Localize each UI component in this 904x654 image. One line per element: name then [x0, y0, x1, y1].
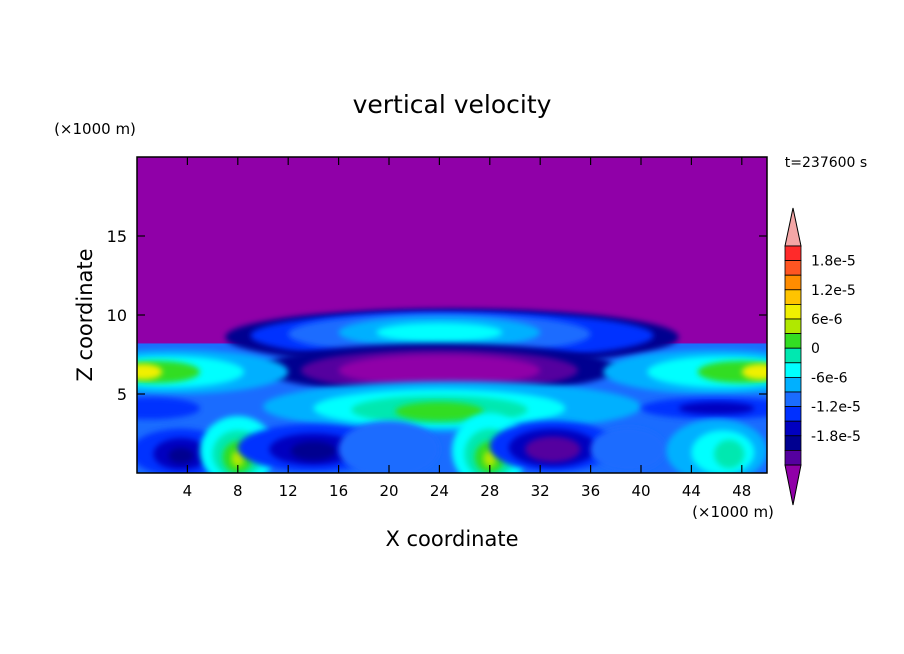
contour-region	[376, 322, 503, 342]
x-tick-label: 12	[279, 482, 298, 500]
colorbar-swatch	[784, 435, 802, 451]
colorbar-swatch	[784, 449, 802, 466]
colorbar-swatch	[784, 289, 802, 305]
x-tick-label: 40	[631, 482, 650, 500]
x-tick-label: 24	[430, 482, 449, 500]
contour-field	[137, 157, 767, 473]
contour-region	[137, 363, 163, 380]
x-tick-label: 20	[379, 482, 398, 500]
x-unit-label: (×1000 m)	[692, 503, 774, 521]
colorbar-label: -1.8e-5	[811, 429, 861, 445]
colorbar-max-triangle	[784, 207, 802, 247]
x-tick-label: 8	[233, 482, 243, 500]
x-tick-label: 4	[183, 482, 193, 500]
colorbar-swatch	[784, 406, 802, 422]
y-unit-label: (×1000 m)	[54, 120, 136, 138]
colorbar-swatch	[784, 391, 802, 408]
time-label: t=237600 s	[785, 155, 867, 171]
colorbar: 1.8e-5 1.2e-5 6e-6 0 -6e-6 -1.2e-5 -1.8e-5	[784, 207, 861, 506]
y-tick-label: 10	[107, 306, 127, 325]
y-tick-label: 5	[117, 385, 127, 404]
colorbar-swatch	[784, 303, 802, 320]
contour-region	[290, 441, 337, 461]
colorbar-swatch	[784, 362, 802, 378]
contour-region	[525, 436, 581, 462]
colorbar-label: 1.8e-5	[811, 254, 856, 270]
contour-region	[714, 439, 745, 469]
contour-region	[137, 397, 200, 420]
x-tick-label: 28	[480, 482, 499, 500]
colorbar-label: -1.2e-5	[811, 400, 861, 416]
colorbar-label: -6e-6	[811, 370, 848, 386]
y-tick-label: 15	[107, 227, 127, 246]
colorbar-swatch	[784, 347, 802, 364]
colorbar-swatch	[784, 245, 802, 262]
contour-region	[395, 401, 484, 421]
colorbar-min-triangle	[784, 464, 802, 506]
contour-region	[168, 447, 194, 464]
colorbar-label: 0	[811, 341, 820, 357]
contour-region	[231, 450, 245, 467]
x-tick-label: 44	[682, 482, 701, 500]
x-tick-label: 36	[581, 482, 600, 500]
x-tick-label: 32	[531, 482, 550, 500]
contour-region	[483, 450, 497, 467]
x-tick-label: 48	[732, 482, 751, 500]
chart-title: vertical velocity	[353, 90, 552, 119]
y-axis-label: Z coordinate	[73, 248, 97, 381]
colorbar-label: 6e-6	[811, 312, 843, 328]
colorbar-swatch	[784, 333, 802, 349]
colorbar-swatch	[784, 376, 802, 393]
colorbar-swatch	[784, 260, 802, 276]
colorbar-swatch	[784, 318, 802, 335]
x-axis-label: X coordinate	[385, 527, 518, 551]
contour-region	[741, 363, 767, 380]
colorbar-swatch	[784, 274, 802, 291]
contour-region	[338, 354, 541, 387]
contour-region	[590, 427, 667, 472]
contour-region	[678, 401, 755, 415]
x-tick-label: 16	[329, 482, 348, 500]
colorbar-label: 1.2e-5	[811, 283, 856, 299]
contour-region	[338, 420, 440, 473]
colorbar-swatch	[784, 420, 802, 437]
